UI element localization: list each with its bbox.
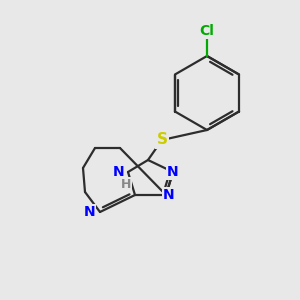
Text: N: N xyxy=(163,188,175,202)
Text: Cl: Cl xyxy=(200,24,214,38)
Text: N: N xyxy=(112,165,124,179)
Text: N: N xyxy=(167,165,179,179)
Text: S: S xyxy=(157,133,167,148)
Text: H: H xyxy=(121,178,131,191)
Text: N: N xyxy=(83,205,95,219)
